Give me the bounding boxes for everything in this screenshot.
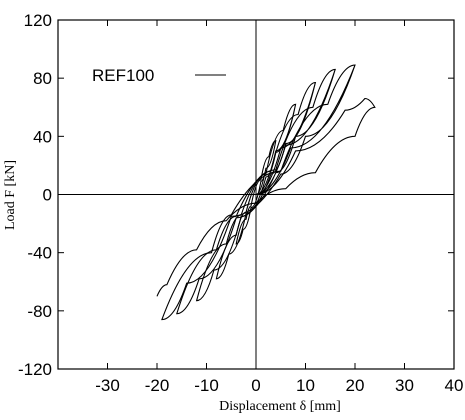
axis-ticks	[58, 19, 455, 370]
y-tick-labels: -120 -80 -40 0 40 80 120	[18, 11, 52, 379]
x-tick-label: -20	[145, 376, 170, 395]
legend: REF100	[88, 60, 248, 88]
x-tick-label: 10	[296, 376, 315, 395]
y-axis-title: Load F [kN]	[3, 160, 18, 230]
x-axis-title: Displacement δ [mm]	[219, 399, 341, 414]
x-tick-label: 40	[445, 376, 464, 395]
y-tick-label: -80	[27, 302, 52, 321]
y-tick-label: -40	[27, 244, 52, 263]
legend-background	[88, 60, 248, 88]
y-tick-label: 0	[43, 186, 52, 205]
y-tick-label: 80	[33, 69, 52, 88]
x-tick-label: -10	[194, 376, 219, 395]
hysteresis-curves	[156, 64, 376, 321]
x-tick-labels: -30 -20 -10 0 10 20 30 40	[95, 376, 463, 395]
hysteresis-loop	[156, 97, 376, 297]
x-tick-label: -30	[95, 376, 120, 395]
x-tick-label: 30	[395, 376, 414, 395]
y-tick-label: 120	[24, 11, 52, 30]
x-tick-label: 20	[346, 376, 365, 395]
x-tick-label: 0	[251, 376, 260, 395]
hysteresis-loop	[161, 64, 356, 321]
hysteresis-loop	[176, 68, 336, 315]
y-tick-label: -120	[18, 360, 52, 379]
legend-label: REF100	[92, 66, 154, 85]
y-tick-label: 40	[33, 127, 52, 146]
hysteresis-loop	[195, 81, 317, 302]
hysteresis-loop	[235, 140, 277, 245]
